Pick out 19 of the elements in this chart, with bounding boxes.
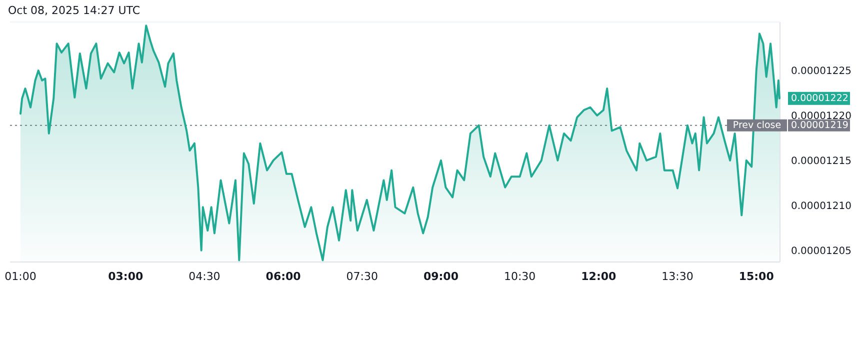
x-tick-label: 10:30 (504, 270, 536, 283)
x-tick-label: 15:00 (738, 270, 774, 283)
x-tick-label: 07:30 (346, 270, 378, 283)
x-tick-label: 12:00 (581, 270, 617, 283)
y-tick-label: 0.00001220 (791, 111, 852, 122)
x-tick-label: 06:00 (266, 270, 302, 283)
x-tick-label: 13:30 (662, 270, 694, 283)
y-tick-label: 0.00001205 (791, 246, 852, 257)
text: 0.00001219 (791, 120, 848, 131)
x-tick-label: 04:30 (188, 270, 220, 283)
ref-line-label: Prev close (732, 120, 782, 131)
text: 0.00001222 (791, 93, 848, 104)
chart-title: Oct 08, 2025 14:27 UTC (8, 4, 140, 17)
x-tick-label: 09:00 (423, 270, 459, 283)
y-tick-label: 0.00001210 (791, 201, 852, 212)
y-tick-label: 0.00001225 (791, 66, 852, 78)
x-tick-label: 03:00 (108, 270, 144, 283)
x-tick-label: 01:00 (4, 270, 36, 283)
y-tick-label: 0.00001215 (791, 156, 852, 168)
